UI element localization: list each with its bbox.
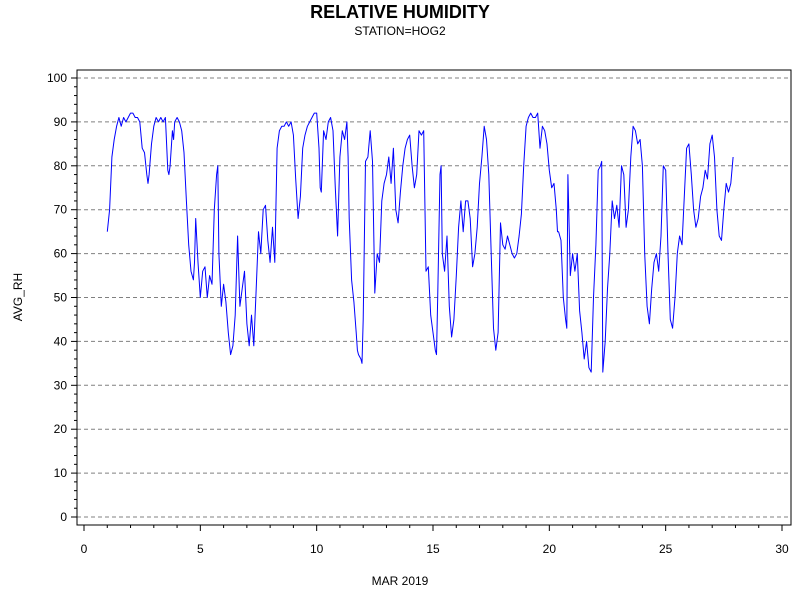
x-tick-label: 0 [81,542,88,556]
y-tick-label: 50 [54,291,68,305]
x-axis-label: MAR 2019 [372,574,429,588]
y-tick-label: 20 [54,422,68,436]
x-tick-label: 30 [775,542,789,556]
y-axis-label: AVG_RH [11,273,25,321]
x-tick-label: 25 [659,542,673,556]
series-layer [106,112,734,373]
series-line [106,112,734,373]
x-tick-label: 20 [543,542,557,556]
x-tick-label: 5 [197,542,204,556]
y-tick-label: 80 [54,159,68,173]
x-tick-label: 15 [426,542,440,556]
x-tick-label: 10 [310,542,324,556]
chart-title: RELATIVE HUMIDITY [310,2,490,22]
y-tick-label: 30 [54,378,68,392]
y-tick-label: 70 [54,203,68,217]
chart-subtitle: STATION=HOG2 [354,24,446,38]
x-axis-ticks: 0 5 10 15 20 25 30 [81,525,789,556]
y-tick-label: 60 [54,247,68,261]
y-tick-label: 40 [54,334,68,348]
y-tick-label: 0 [60,510,67,524]
y-tick-label: 10 [54,466,68,480]
y-tick-label: 100 [47,71,67,85]
y-axis-ticks: 0 10 20 30 40 50 60 70 80 90 100 [47,71,77,524]
plot-frame [76,69,792,526]
y-tick-label: 90 [54,115,68,129]
gridlines [77,77,791,518]
